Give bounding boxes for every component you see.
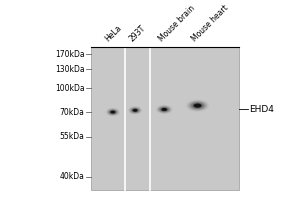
Ellipse shape xyxy=(190,101,206,110)
Ellipse shape xyxy=(106,108,120,116)
Ellipse shape xyxy=(158,106,171,113)
Ellipse shape xyxy=(108,109,118,115)
Text: 40kDa: 40kDa xyxy=(60,172,85,181)
Ellipse shape xyxy=(105,107,121,117)
Ellipse shape xyxy=(112,112,114,113)
Ellipse shape xyxy=(187,100,208,111)
Ellipse shape xyxy=(106,108,119,116)
Ellipse shape xyxy=(156,105,173,114)
Ellipse shape xyxy=(184,99,211,113)
Ellipse shape xyxy=(192,103,203,108)
Ellipse shape xyxy=(110,111,115,114)
Ellipse shape xyxy=(188,101,207,111)
Ellipse shape xyxy=(128,106,142,115)
Text: HeLa: HeLa xyxy=(103,24,124,44)
Ellipse shape xyxy=(162,108,166,111)
Ellipse shape xyxy=(134,109,137,111)
Text: 55kDa: 55kDa xyxy=(60,132,85,141)
Ellipse shape xyxy=(129,106,142,114)
Ellipse shape xyxy=(132,108,138,112)
Ellipse shape xyxy=(194,104,202,108)
Text: 170kDa: 170kDa xyxy=(55,50,85,59)
Ellipse shape xyxy=(133,109,138,112)
Ellipse shape xyxy=(195,104,200,107)
Text: 130kDa: 130kDa xyxy=(55,65,85,74)
Text: Mouse brain: Mouse brain xyxy=(157,4,197,44)
Ellipse shape xyxy=(158,106,170,113)
Text: EHD4: EHD4 xyxy=(250,105,274,114)
Ellipse shape xyxy=(154,104,174,115)
Bar xyxy=(91,47,239,190)
Ellipse shape xyxy=(160,107,168,112)
Ellipse shape xyxy=(131,108,139,113)
Ellipse shape xyxy=(161,108,167,111)
Ellipse shape xyxy=(185,99,210,112)
Ellipse shape xyxy=(129,107,141,114)
Ellipse shape xyxy=(157,105,172,114)
Ellipse shape xyxy=(127,106,143,115)
Ellipse shape xyxy=(163,109,165,110)
Text: 293T: 293T xyxy=(127,24,147,44)
Ellipse shape xyxy=(109,110,117,114)
Text: Mouse heart: Mouse heart xyxy=(190,4,230,44)
Ellipse shape xyxy=(130,107,140,113)
Ellipse shape xyxy=(111,111,115,113)
Ellipse shape xyxy=(196,105,199,106)
Text: 70kDa: 70kDa xyxy=(60,108,85,117)
Ellipse shape xyxy=(191,102,204,109)
Ellipse shape xyxy=(110,110,116,114)
Ellipse shape xyxy=(159,107,169,112)
Text: 100kDa: 100kDa xyxy=(55,84,85,93)
Ellipse shape xyxy=(134,110,136,111)
Ellipse shape xyxy=(107,109,118,115)
